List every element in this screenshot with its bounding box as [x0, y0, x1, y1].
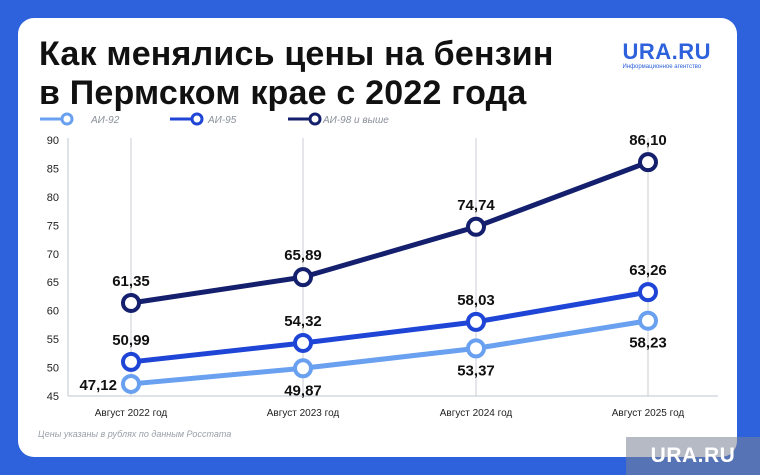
data-label: 50,99	[112, 332, 150, 349]
y-tick-label: 55	[47, 334, 59, 346]
title-line-1: Как менялись цены на бензин	[39, 35, 554, 73]
x-category-label: Август 2024 год	[440, 408, 513, 419]
series-line-1	[128, 318, 651, 387]
data-point	[466, 216, 486, 237]
y-tick-label: 75	[47, 220, 59, 232]
data-point	[293, 332, 313, 353]
x-category-label: Август 2022 год	[95, 408, 168, 419]
data-point	[466, 338, 486, 359]
data-label: 47,12	[79, 377, 117, 394]
y-tick-label: 65	[47, 277, 59, 289]
data-point	[121, 292, 141, 313]
legend-marker-3	[308, 112, 322, 126]
data-point	[121, 351, 141, 372]
y-tick-label: 50	[47, 363, 59, 375]
y-tick-label: 90	[47, 135, 59, 147]
legend-marker-2	[190, 112, 204, 126]
data-label: 54,32	[284, 313, 322, 330]
x-category-label: Август 2023 год	[267, 408, 340, 419]
data-label: 49,87	[284, 382, 322, 399]
y-tick-label: 70	[47, 249, 59, 261]
logo-name: URA.RU	[622, 39, 711, 64]
data-point	[638, 282, 658, 303]
title-line-2: в Пермском крае с 2022 года	[39, 74, 527, 112]
y-tick-label: 80	[47, 192, 59, 204]
line-chart: АИ-92 АИ-95 АИ-98 и выше 45 50 55 60 65 70 75 80 85…	[40, 112, 718, 419]
watermark: URA.RU	[626, 437, 760, 475]
y-tick-label: 60	[47, 306, 59, 318]
infographic-card: Как менялись цены на бензин в Пермском к…	[18, 18, 737, 457]
data-label: 53,37	[457, 362, 495, 379]
legend-marker-1	[60, 112, 74, 126]
footnote: Цены указаны в рублях по данным Росстата	[38, 429, 232, 439]
y-tick-label: 85	[47, 163, 59, 175]
data-point	[293, 267, 313, 288]
data-label: 74,74	[457, 197, 495, 214]
series-line-2	[128, 289, 651, 365]
legend-label-2: АИ-95	[207, 115, 237, 126]
data-point	[466, 311, 486, 332]
ura-logo: URA.RU Информационное агентство	[622, 41, 711, 71]
data-label: 58,03	[457, 292, 495, 309]
legend-label-3: АИ-98 и выше	[322, 115, 389, 126]
y-tick-label: 45	[47, 391, 59, 403]
data-point	[121, 373, 141, 394]
data-label: 65,89	[284, 247, 322, 264]
data-label: 86,10	[629, 132, 667, 149]
data-label: 58,23	[629, 335, 667, 352]
logo-subtitle: Информационное агентство	[622, 64, 702, 70]
x-category-label: Август 2025 год	[612, 408, 685, 419]
series-line-3	[128, 159, 651, 306]
data-point	[638, 152, 658, 173]
data-label: 63,26	[629, 262, 667, 279]
chart-title: Как менялись цены на бензин в Пермском к…	[39, 35, 629, 113]
legend-label-1: АИ-92	[90, 115, 120, 126]
data-label: 61,35	[112, 273, 150, 290]
data-point	[638, 310, 658, 331]
data-point	[293, 358, 313, 379]
